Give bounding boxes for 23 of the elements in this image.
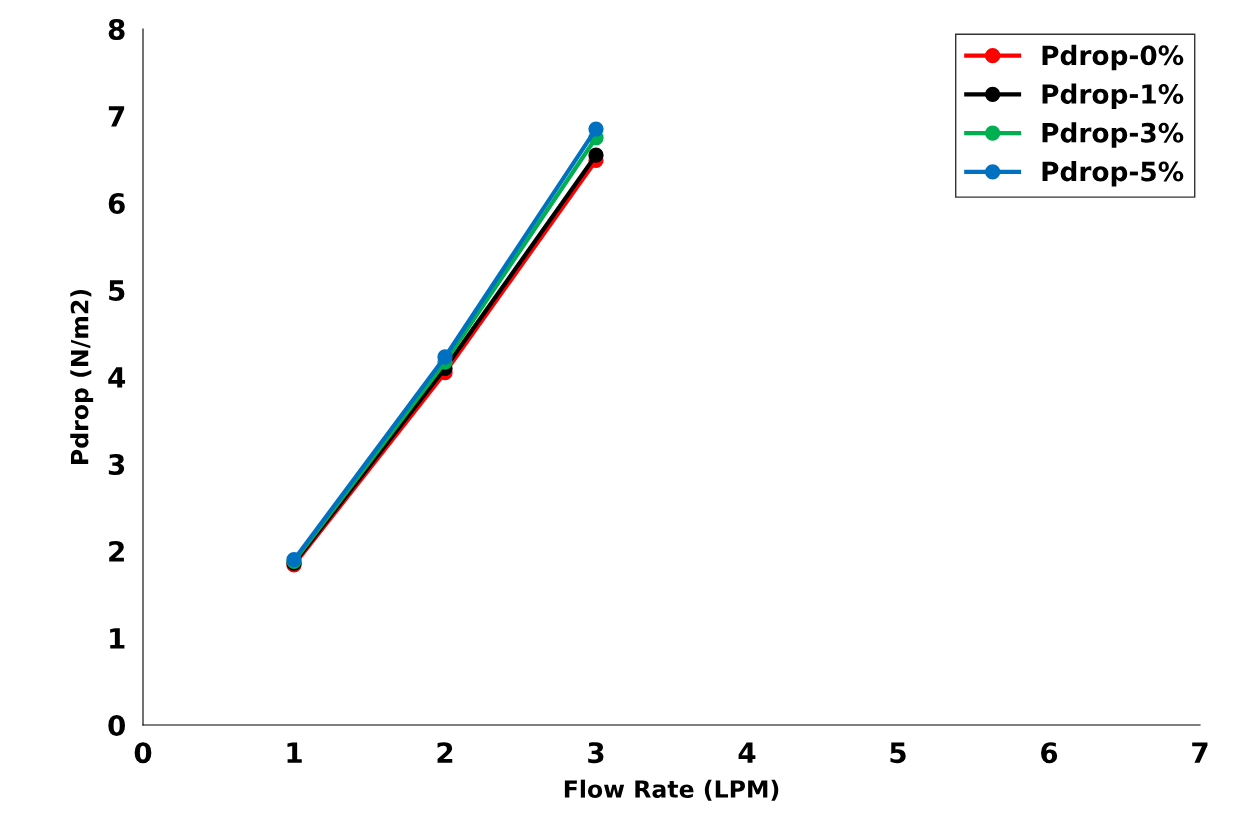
legend-label: Pdrop-0% — [1042, 44, 1184, 71]
y-tick-label: 1 — [110, 628, 125, 649]
legend-label: Pdrop-5% — [1042, 161, 1184, 187]
x-tick-label: 6 — [1041, 742, 1058, 764]
y-tick-label: 3 — [108, 453, 125, 475]
x-tick-label: 5 — [890, 742, 906, 764]
x-tick-label: 1 — [287, 742, 302, 763]
y-tick-label: 2 — [109, 540, 124, 562]
x-tick-label: 4 — [738, 742, 756, 763]
y-tick-label: 5 — [109, 280, 125, 301]
y-tick-label: 4 — [108, 367, 126, 388]
y-tick-label: 6 — [108, 192, 125, 214]
x-tick-label: 3 — [588, 742, 604, 764]
y-tick-label: 0 — [108, 714, 126, 736]
x-tick-label: 7 — [1192, 742, 1208, 763]
legend-label: Pdrop-3% — [1042, 122, 1184, 148]
y-tick-label: 7 — [108, 106, 125, 127]
x-axis-title: Flow Rate (LPM) — [564, 779, 779, 801]
y-axis-title: Pdrop (N/m2) — [70, 289, 94, 464]
legend-label: Pdrop-1% — [1042, 83, 1184, 110]
x-tick-label: 0 — [134, 742, 152, 764]
y-tick-label: 8 — [108, 18, 125, 40]
x-tick-label: 2 — [437, 742, 453, 763]
